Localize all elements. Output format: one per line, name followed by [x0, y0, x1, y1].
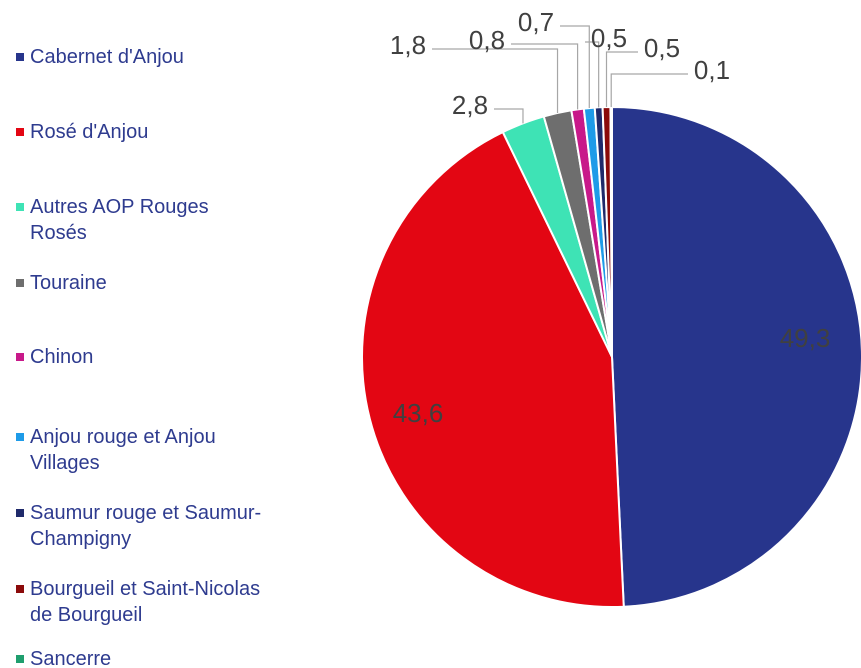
legend-swatch — [16, 655, 24, 663]
legend-item: Saumur rouge et Saumur-Champigny — [16, 500, 286, 552]
legend-swatch — [16, 279, 24, 287]
leader-line — [610, 73, 688, 108]
pie-slice — [611, 105, 861, 608]
legend-swatch — [16, 509, 24, 517]
pie-slice — [609, 105, 613, 358]
legend-label: Chinon — [30, 346, 94, 368]
legend-item: Sancerre — [16, 646, 286, 668]
legend-label: Autres AOP Rouges Rosés — [30, 196, 209, 244]
legend-swatch — [16, 585, 24, 593]
data-label: 0,5 — [591, 23, 627, 53]
legend-label: Anjou rouge et Anjou Villages — [30, 426, 216, 474]
data-label: 0,5 — [644, 33, 680, 63]
data-label: 2,8 — [452, 90, 488, 120]
data-label: 49,3 — [780, 323, 831, 353]
leader-line — [560, 25, 590, 109]
leader-line — [605, 51, 638, 108]
legend-label: Touraine — [30, 272, 107, 294]
legend-item: Cabernet d'Anjou — [16, 44, 286, 70]
legend-label: Sancerre — [30, 648, 112, 668]
legend-label: Rosé d'Anjou — [30, 121, 149, 143]
legend-swatch — [16, 128, 24, 136]
leader-line — [585, 41, 600, 108]
pie-slice — [361, 130, 625, 608]
legend-swatch — [16, 53, 24, 61]
data-label: 0,8 — [469, 25, 505, 55]
legend-label: Bourgueil et Saint-Nicolas de Bourgueil — [30, 578, 261, 626]
legend-label: Saumur rouge et Saumur-Champigny — [30, 502, 262, 550]
legend-item: Bourgueil et Saint-Nicolas de Bourgueil — [16, 576, 286, 628]
legend-item: Autres AOP Rouges Rosés — [16, 194, 286, 246]
legend-label: Cabernet d'Anjou — [30, 46, 184, 68]
leader-line — [494, 108, 524, 124]
leader-line — [511, 43, 579, 110]
legend-item: Touraine — [16, 270, 286, 296]
legend-swatch — [16, 353, 24, 361]
legend-swatch — [16, 203, 24, 211]
legend-swatch — [16, 433, 24, 441]
legend-item: Rosé d'Anjou — [16, 119, 286, 145]
legend-item: Chinon — [16, 344, 286, 370]
leader-line — [432, 48, 559, 114]
data-label: 0,1 — [694, 55, 730, 85]
data-label: 1,8 — [390, 30, 426, 60]
legend-item: Anjou rouge et Anjou Villages — [16, 424, 286, 476]
data-label: 0,7 — [518, 7, 554, 37]
data-label: 43,6 — [393, 398, 444, 428]
